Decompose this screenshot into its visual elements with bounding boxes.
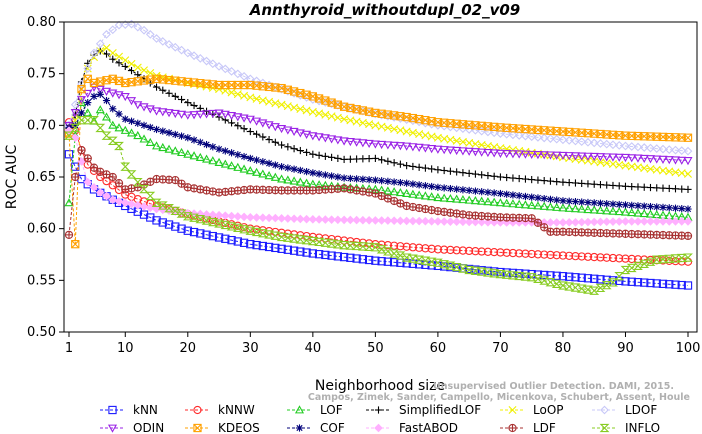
- series-markers: [65, 90, 692, 213]
- x-axis-label: Neighborhood size: [315, 378, 445, 394]
- legend-label: INFLO: [625, 421, 660, 434]
- legend-label: ODIN: [133, 421, 164, 434]
- y-tick-label: 0.80: [27, 15, 56, 30]
- legend-item-ldf: LDF: [500, 421, 556, 434]
- y-tick-label: 0.70: [27, 118, 56, 133]
- series-cof: [65, 90, 692, 213]
- watermark-line-1: Unsupervised Outlier Detection. DAMI, 20…: [433, 381, 674, 392]
- legend-label: kNN: [133, 403, 158, 417]
- x-tick-label: 70: [492, 341, 509, 356]
- x-tick-label: 40: [305, 341, 322, 356]
- series-markers: [64, 116, 693, 295]
- legend-item-cof: COF: [287, 421, 345, 434]
- series-markers: [64, 126, 693, 227]
- y-tick-label: 0.55: [27, 273, 56, 288]
- series-markers: [64, 74, 693, 249]
- legend-item-lof: LOF: [287, 403, 343, 417]
- watermark-line-2: Campos, Zimek, Sander, Campello, Micenko…: [308, 392, 690, 403]
- y-axis: 0.50 0.55 0.60 0.65 0.70 0.75 0.80: [27, 15, 64, 340]
- series-markers: [65, 47, 692, 193]
- x-tick-label: 90: [617, 341, 634, 356]
- legend-item-odin: ODIN: [100, 421, 164, 434]
- series-loop: [65, 43, 692, 178]
- x-tick-label: 20: [180, 341, 197, 356]
- legend-label: FastABOD: [399, 421, 458, 434]
- legend-item-ldof: LDOF: [592, 403, 657, 417]
- series-kdeos: [64, 74, 693, 249]
- y-tick-label: 0.60: [27, 222, 56, 237]
- series-odin: [64, 83, 693, 166]
- series-markers: [64, 145, 693, 241]
- series-line: [68, 47, 689, 175]
- y-tick-label: 0.65: [27, 170, 56, 185]
- legend-label: LDOF: [625, 403, 657, 417]
- series-markers: [64, 83, 693, 166]
- legend-item-loop: LoOP: [500, 403, 564, 417]
- legend-item-simplifiedlof: SimplifiedLOF: [366, 403, 481, 417]
- legend-item-fastabod: FastABOD: [366, 421, 458, 434]
- series-inflo: [64, 116, 693, 295]
- legend-item-knn: kNN: [100, 403, 158, 417]
- legend: kNN kNNW LOF SimplifiedLOF LoOP LDOF ODIN KDEOS…: [100, 403, 660, 434]
- x-tick-label: 100: [676, 341, 701, 356]
- y-tick-label: 0.50: [27, 325, 56, 340]
- legend-label: LoOP: [533, 403, 564, 417]
- chart-title: Annthyroid_withoutdupl_02_v09: [249, 1, 521, 19]
- legend-label: COF: [320, 421, 345, 434]
- x-tick-label: 30: [242, 341, 259, 356]
- legend-label: LOF: [320, 403, 343, 417]
- y-tick-label: 0.75: [27, 67, 56, 82]
- legend-item-kdeos: KDEOS: [185, 421, 260, 434]
- series-ldf: [64, 145, 693, 241]
- x-tick-label: 1: [65, 341, 73, 356]
- legend-label: kNNW: [218, 403, 255, 417]
- x-tick-label: 10: [117, 341, 134, 356]
- legend-label: KDEOS: [218, 421, 260, 434]
- x-axis: 1 10 20 30 40 50 60 70 80 90 100: [65, 332, 701, 356]
- x-tick-label: 80: [555, 341, 572, 356]
- legend-label: LDF: [533, 421, 556, 434]
- legend-label: SimplifiedLOF: [399, 403, 481, 417]
- plot-area: [64, 19, 693, 295]
- legend-item-inflo: INFLO: [592, 421, 660, 434]
- x-tick-label: 60: [430, 341, 447, 356]
- legend-item-knnw: kNNW: [185, 403, 255, 417]
- series-markers: [65, 43, 692, 178]
- y-axis-label: ROC AUC: [4, 144, 20, 209]
- x-tick-label: 50: [367, 341, 384, 356]
- series-line: [68, 50, 689, 190]
- series-simplifiedlof: [65, 47, 692, 193]
